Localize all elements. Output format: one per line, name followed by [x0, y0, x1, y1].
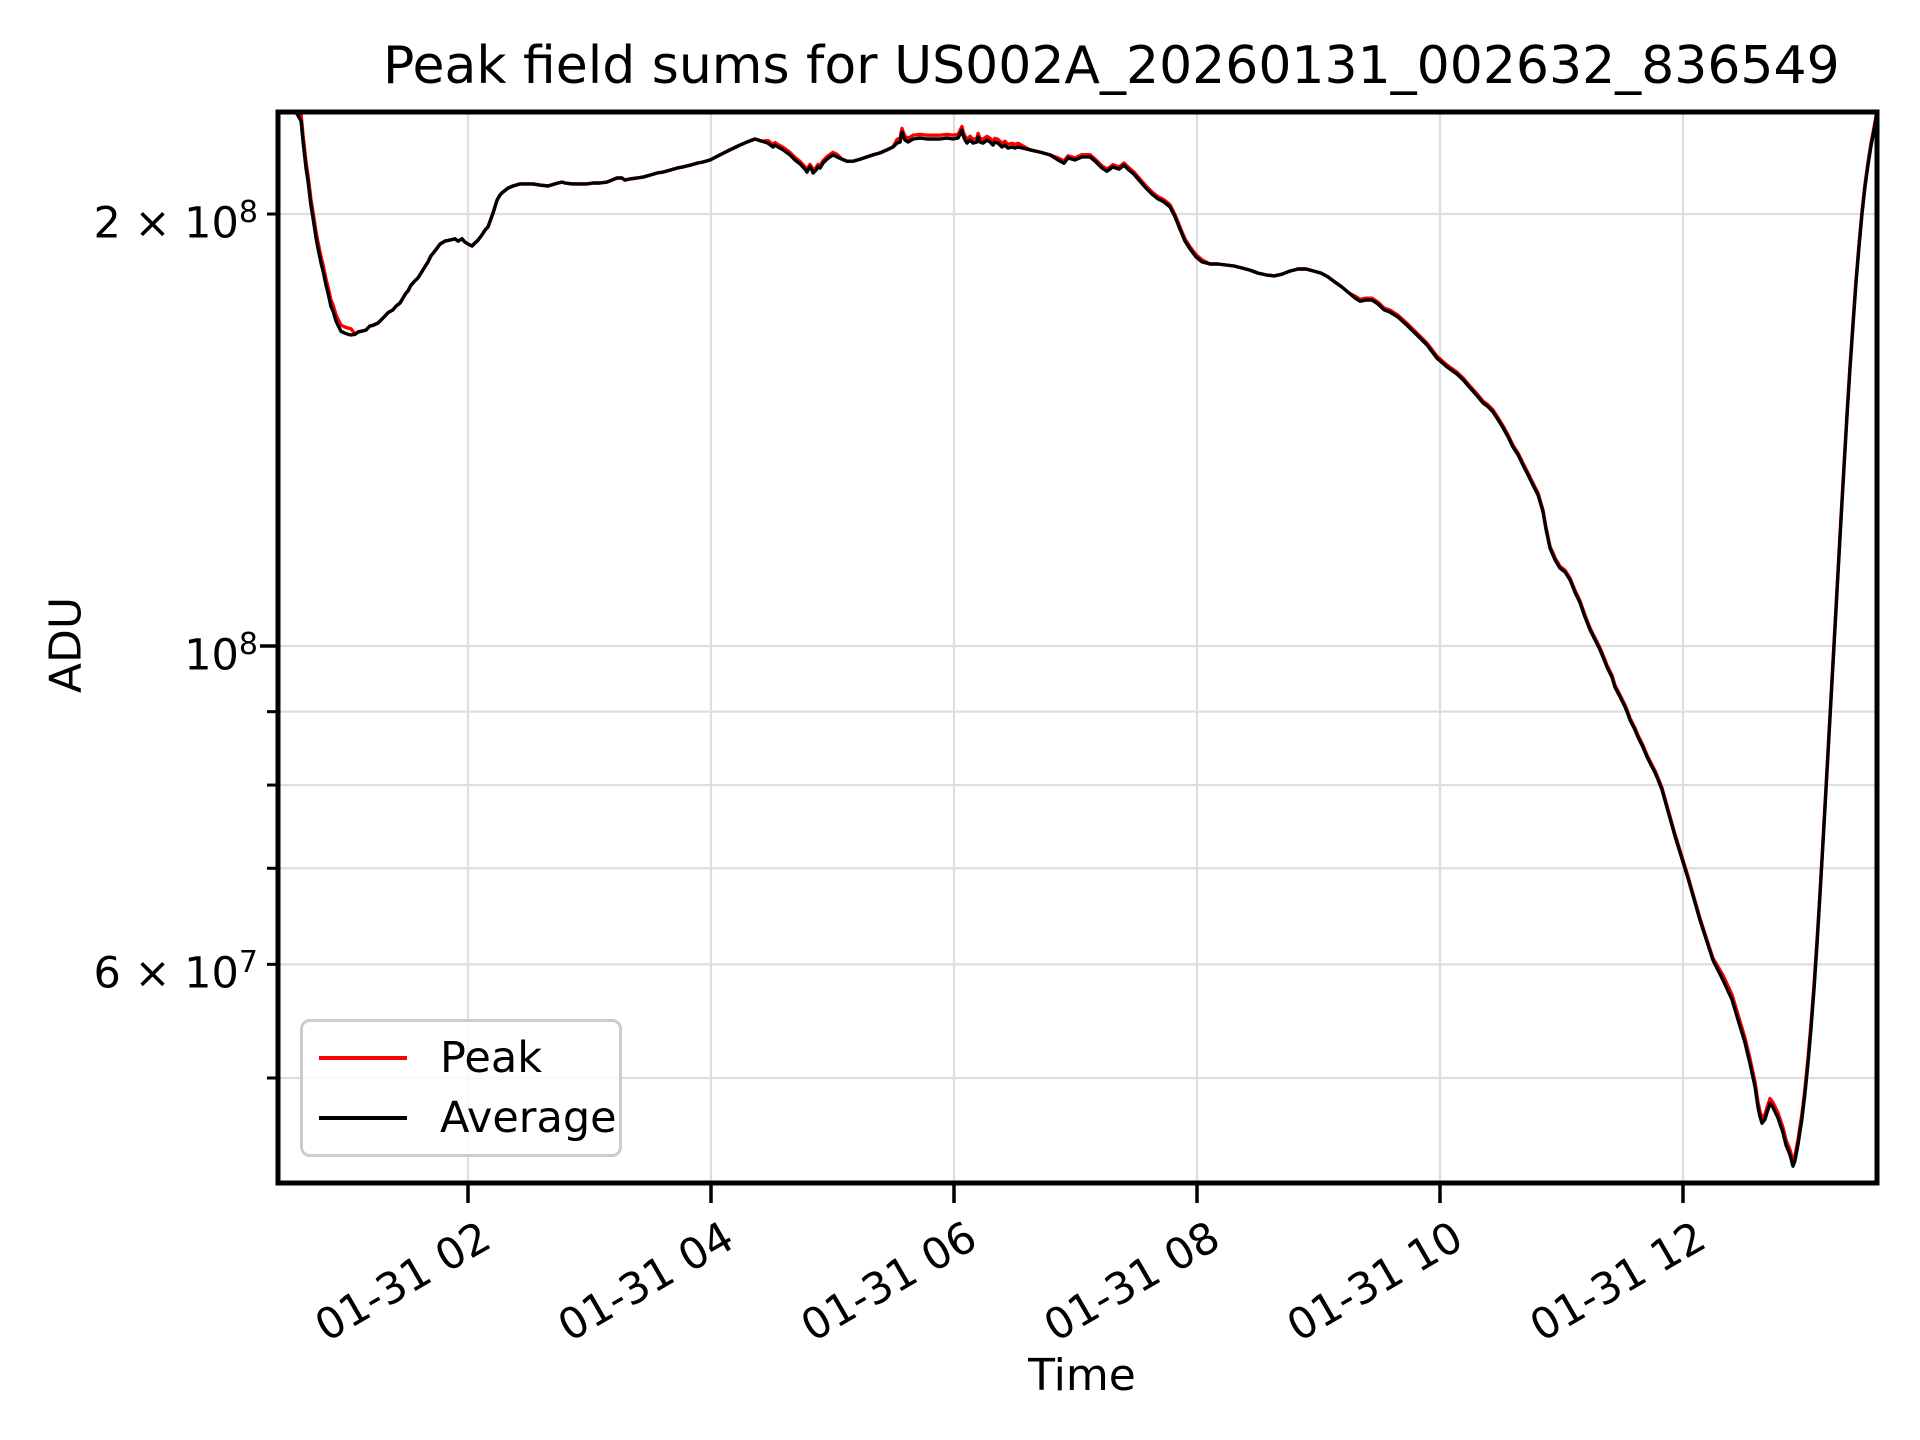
peak-line [278, 112, 1877, 1163]
y-tick-label: 2 × 108 [93, 187, 258, 249]
y-tick-mantissa: 6 × 10 [93, 948, 239, 999]
y-tick-exponent: 7 [238, 945, 258, 981]
y-tick-label: 6 × 107 [93, 937, 258, 999]
axes-spines [275, 109, 1880, 1186]
chart-title: Peak field sums for US002A_20260131_0026… [383, 36, 1840, 96]
y-tick-mantissa: 10 [184, 630, 239, 681]
legend-label: Peak [440, 1033, 543, 1083]
legend-item-peak: Peak [319, 1033, 619, 1083]
y-tick-label: 108 [184, 619, 258, 681]
x-axis-label: Time [1028, 1350, 1136, 1401]
tick-marks [260, 212, 1685, 1203]
y-tick-mantissa: 2 × 10 [93, 198, 239, 249]
y-tick-exponent: 8 [238, 195, 258, 231]
legend-line-sample [319, 1116, 407, 1120]
legend-line-sample [319, 1056, 407, 1060]
legend: Peak Average [300, 1019, 622, 1157]
y-tick-exponent: 8 [238, 627, 258, 662]
grid-lines [278, 112, 1877, 1183]
legend-label: Average [440, 1093, 617, 1143]
average-line [278, 112, 1877, 1168]
legend-item-average: Average [319, 1093, 619, 1143]
